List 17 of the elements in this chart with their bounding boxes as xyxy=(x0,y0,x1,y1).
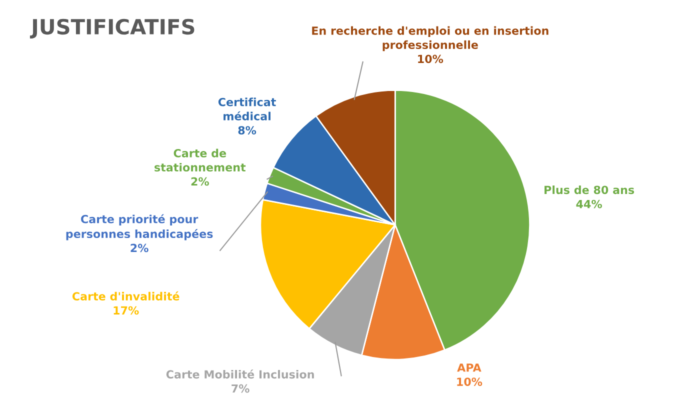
slice-label: Carte priorité pour personnes handicapées xyxy=(66,214,213,240)
slice-label: En recherche d'emploi ou en insertion professionnelle xyxy=(312,26,548,52)
chart-title: JUSTIFICATIFS xyxy=(30,18,194,38)
slice-label: APA xyxy=(457,364,482,372)
slice-label: Carte d'invalidité xyxy=(72,291,180,300)
data-label: 10% xyxy=(418,54,444,64)
slice-label: Carte Mobilité Inclusion xyxy=(166,370,314,379)
data-label: 44% xyxy=(576,200,602,208)
data-label: 17% xyxy=(114,306,139,315)
data-label: 2% xyxy=(191,177,209,186)
slice-label: Plus de 80 ans xyxy=(544,186,634,194)
data-label: 7% xyxy=(232,384,250,393)
data-label: 8% xyxy=(238,126,256,135)
slice-label: Certificat médical xyxy=(218,98,276,120)
slice-label: Carte de stationnement xyxy=(154,148,246,172)
data-label: 10% xyxy=(457,378,482,386)
data-label: 2% xyxy=(130,244,148,252)
